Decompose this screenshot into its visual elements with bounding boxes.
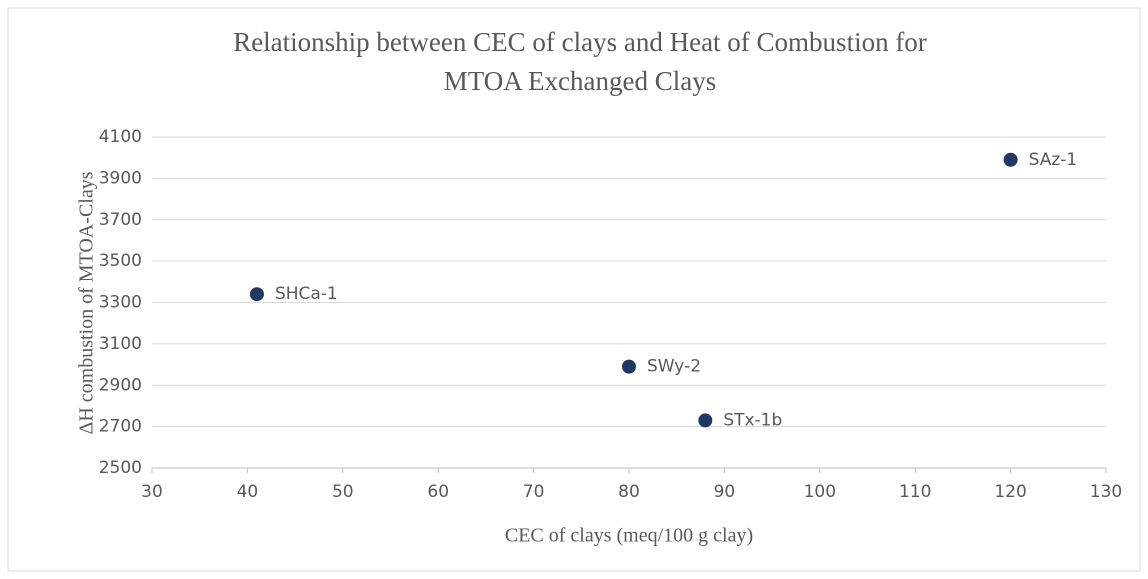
point	[249, 287, 264, 302]
point	[698, 413, 713, 428]
point-label: SWy-2	[647, 357, 701, 377]
y-tick-label: 2500	[99, 458, 142, 478]
chart-border	[7, 7, 1141, 572]
y-axis-label: ΔH combustion of MTOA-Clays	[76, 171, 98, 434]
x-tick-label: 120	[994, 482, 1026, 502]
x-tick-label: 100	[804, 482, 836, 502]
chart-title: Relationship between CEC of clays and He…	[233, 27, 927, 57]
y-tick-label: 2900	[99, 375, 142, 395]
chart-title: MTOA Exchanged Clays	[444, 66, 716, 96]
point-label: SHCa-1	[275, 284, 338, 304]
y-tick-label: 3300	[99, 293, 142, 313]
x-tick-label: 130	[1090, 482, 1122, 502]
x-tick-label: 70	[523, 482, 545, 502]
x-tick-label: 110	[899, 482, 931, 502]
point	[1003, 152, 1018, 167]
point	[622, 359, 636, 374]
y-tick-label: 2700	[99, 417, 142, 437]
x-tick-label: 80	[618, 482, 640, 502]
x-axis-label: CEC of clays (meq/100 g clay)	[505, 525, 753, 547]
x-tick-label: 60	[427, 482, 449, 502]
x-tick-label: 40	[237, 482, 259, 502]
point-label: STx-1b	[723, 410, 782, 430]
x-tick-label: 90	[714, 482, 736, 502]
y-tick-label: 3500	[99, 251, 142, 271]
point-label: SAz-1	[1029, 150, 1078, 170]
y-tick-label: 3700	[99, 210, 142, 230]
x-tick-label: 30	[141, 482, 163, 502]
y-tick-label: 3100	[99, 334, 142, 354]
y-tick-label: 3900	[99, 168, 142, 188]
x-tick-label: 50	[332, 482, 354, 502]
y-tick-label: 4100	[99, 127, 142, 147]
